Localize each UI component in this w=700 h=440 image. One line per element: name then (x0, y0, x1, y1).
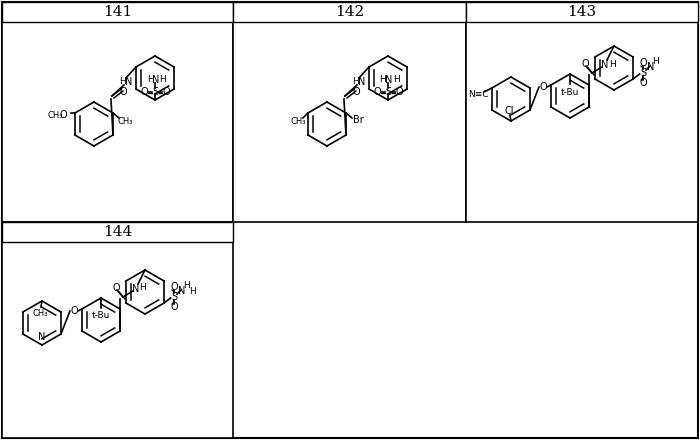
Bar (466, 2, 698, 22)
Text: H: H (183, 281, 190, 290)
Text: H: H (139, 283, 146, 293)
Text: H: H (353, 77, 359, 85)
Text: O: O (119, 87, 127, 97)
Text: t-Bu: t-Bu (561, 88, 579, 96)
Text: H: H (393, 74, 400, 84)
Text: Br: Br (353, 115, 363, 125)
Text: H: H (189, 286, 195, 296)
Text: N: N (385, 75, 393, 85)
Text: N≡C: N≡C (468, 89, 488, 99)
Text: O: O (170, 302, 178, 312)
Text: H: H (160, 74, 167, 84)
Bar (2, 222, 233, 438)
Text: 143: 143 (568, 5, 596, 19)
Text: O: O (352, 87, 360, 97)
Text: N: N (648, 62, 654, 72)
Text: 144: 144 (103, 225, 132, 239)
Text: t-Bu: t-Bu (92, 312, 110, 320)
Text: O: O (373, 87, 381, 97)
Bar (2, 2, 233, 22)
Text: O: O (395, 87, 402, 97)
Text: H: H (652, 56, 659, 66)
Text: H: H (379, 74, 386, 84)
Text: N: N (153, 75, 160, 85)
Text: N: N (601, 60, 609, 70)
Text: O: O (639, 78, 647, 88)
Text: O: O (581, 59, 589, 69)
Text: CH₃: CH₃ (290, 117, 306, 125)
Text: N: N (132, 284, 140, 294)
Text: O: O (162, 87, 170, 97)
Text: O: O (60, 110, 67, 120)
Text: H: H (146, 74, 153, 84)
Text: 141: 141 (103, 5, 132, 19)
Text: CH₃: CH₃ (117, 117, 133, 125)
Text: O: O (539, 82, 547, 92)
Text: O: O (170, 282, 178, 292)
Bar (466, 2, 698, 222)
Text: N: N (178, 286, 186, 296)
Text: S: S (385, 87, 391, 97)
Text: N: N (125, 77, 132, 87)
Bar (233, 2, 466, 222)
Text: O: O (140, 87, 148, 97)
Text: O: O (639, 58, 647, 68)
Bar (2, 222, 233, 242)
Text: O: O (70, 306, 78, 316)
Text: CH₃: CH₃ (32, 308, 48, 318)
Text: Cl: Cl (504, 106, 514, 116)
Text: N: N (358, 77, 365, 87)
Bar (233, 2, 466, 22)
Text: S: S (171, 292, 177, 302)
Text: N: N (38, 332, 46, 342)
Bar (2, 2, 233, 222)
Text: S: S (152, 87, 158, 97)
Text: S: S (640, 68, 646, 78)
Text: 142: 142 (335, 5, 364, 19)
Text: O: O (112, 283, 120, 293)
Text: H: H (608, 59, 615, 69)
Text: H: H (120, 77, 126, 85)
Text: CH₃: CH₃ (47, 110, 62, 120)
